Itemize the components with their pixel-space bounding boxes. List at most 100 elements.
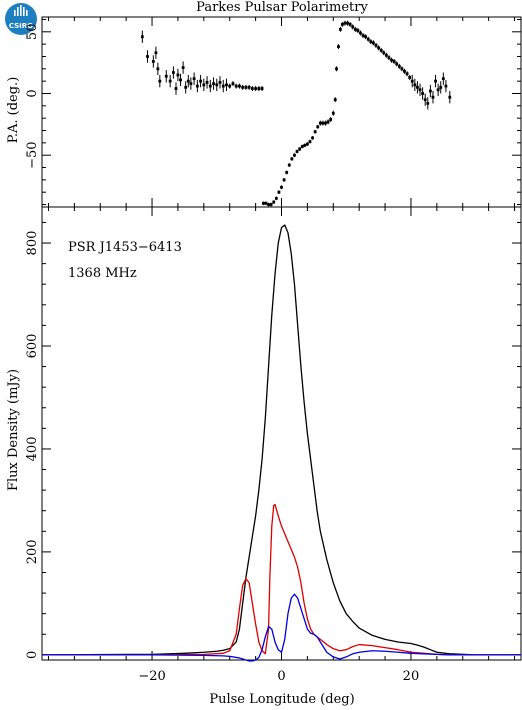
pa-point xyxy=(260,86,264,92)
pa-y-tick-label-0: −50 xyxy=(25,141,40,168)
pa-point xyxy=(250,86,254,92)
pa-point xyxy=(241,84,245,90)
flux-x-tick-label-0: −20 xyxy=(138,669,165,684)
pa-point xyxy=(303,143,307,148)
pa-point xyxy=(431,91,435,104)
pa-point xyxy=(215,78,219,92)
flux-y-tick-label-4: 800 xyxy=(25,231,40,256)
pa-point xyxy=(331,110,335,116)
circular-polarization-line xyxy=(42,593,521,662)
pa-point xyxy=(379,47,383,53)
pa-point xyxy=(359,30,362,36)
pa-point xyxy=(221,79,225,93)
pa-point xyxy=(397,63,401,69)
flux-y-tick-label-3: 600 xyxy=(25,334,40,359)
pa-point xyxy=(179,73,182,87)
pa-point xyxy=(326,119,330,125)
pa-point xyxy=(374,42,378,48)
pa-point xyxy=(356,28,360,34)
pa-point xyxy=(192,72,196,85)
flux-x-tick-label-1: 0 xyxy=(277,669,285,684)
pa-point xyxy=(247,84,251,90)
x-axis-label: Pulse Longitude (deg) xyxy=(209,692,354,707)
csiro-logo-icon xyxy=(5,3,37,35)
pa-point xyxy=(181,61,185,74)
pa-point xyxy=(444,79,448,93)
pa-point xyxy=(298,147,302,151)
pa-point xyxy=(351,24,355,30)
csiro-logo-text: CSIRO xyxy=(9,22,33,30)
pa-point xyxy=(428,84,432,98)
pa-point xyxy=(280,185,283,190)
pa-point xyxy=(140,30,144,43)
pa-frame xyxy=(41,16,522,208)
pa-point xyxy=(439,81,443,94)
pa-point xyxy=(238,83,241,89)
pa-point xyxy=(287,163,291,167)
pa-point xyxy=(416,81,419,94)
pa-point xyxy=(300,144,304,149)
pa-point xyxy=(277,190,281,195)
pa-point xyxy=(254,86,258,92)
pa-point xyxy=(364,34,368,40)
pa-point xyxy=(151,55,155,68)
pa-point xyxy=(382,50,386,56)
pa-panel: −50 0 50 xyxy=(25,16,522,208)
pa-point xyxy=(405,71,409,77)
pa-point xyxy=(156,62,160,75)
chart-title: Parkes Pulsar Polarimetry xyxy=(196,0,368,15)
pa-point xyxy=(335,66,338,72)
pa-point xyxy=(390,57,393,63)
pa-point xyxy=(231,81,235,87)
pa-y-tick-label-1: 0 xyxy=(25,89,40,97)
pa-point xyxy=(311,136,314,140)
flux-y-tick-label-2: 400 xyxy=(25,437,40,462)
pa-point xyxy=(208,79,212,93)
pa-point xyxy=(337,44,340,50)
pa-point xyxy=(295,149,299,154)
pa-point xyxy=(403,68,406,74)
pa-point xyxy=(158,74,162,88)
pa-point xyxy=(353,26,357,32)
pa-point xyxy=(146,50,149,63)
pa-point xyxy=(346,20,349,26)
pa-point xyxy=(285,170,289,175)
pa-point xyxy=(228,83,232,89)
pa-point xyxy=(225,78,228,92)
pa-point xyxy=(189,77,193,90)
pa-point xyxy=(436,83,440,96)
pa-point xyxy=(434,74,437,88)
pa-point xyxy=(261,201,265,206)
pa-point xyxy=(387,55,391,61)
pa-point xyxy=(257,86,261,92)
pa-point xyxy=(441,72,445,85)
pa-point xyxy=(202,78,206,92)
frequency-annotation: 1368 MHz xyxy=(68,266,137,281)
total-intensity-line xyxy=(41,224,521,656)
pa-point xyxy=(413,78,417,92)
pa-y-tick-label-2: 50 xyxy=(25,24,40,41)
pa-point xyxy=(340,21,344,27)
pa-point xyxy=(324,120,327,126)
pa-point xyxy=(366,36,370,42)
pa-point xyxy=(234,83,238,89)
pa-point xyxy=(274,196,278,201)
pa-point xyxy=(448,91,452,104)
pa-point xyxy=(418,83,422,96)
pa-point xyxy=(421,87,425,100)
pa-point xyxy=(154,46,158,59)
pa-point xyxy=(384,52,388,58)
pa-point xyxy=(164,70,168,83)
pa-point xyxy=(272,200,276,204)
flux-y-tick-label-0: 0 xyxy=(25,651,40,659)
pa-point xyxy=(212,77,215,90)
pa-point xyxy=(184,81,188,94)
pa-point xyxy=(186,74,190,88)
csiro-logo: CSIRO xyxy=(5,3,37,35)
pa-point xyxy=(282,178,286,182)
pa-point xyxy=(423,93,427,106)
pa-point xyxy=(426,97,430,110)
pa-point xyxy=(392,58,396,64)
pa-point xyxy=(264,201,268,206)
